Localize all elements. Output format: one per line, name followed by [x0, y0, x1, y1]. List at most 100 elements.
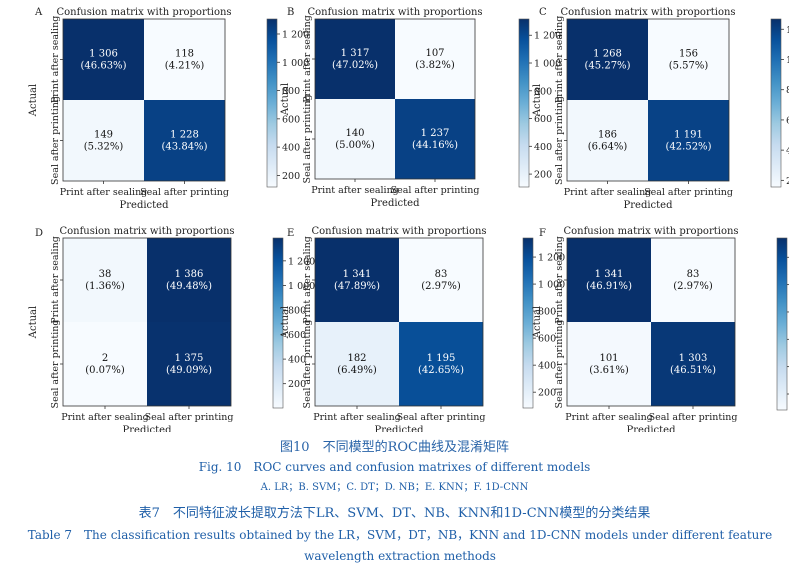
panel-label: D: [35, 228, 43, 239]
colorbar-tick-label: 1 000: [282, 58, 309, 69]
heatmap-cell: [315, 322, 399, 406]
y-axis-label: Actual: [28, 84, 39, 117]
chart-title: Confusion matrix with proportions: [307, 7, 482, 18]
colorbar: [776, 237, 788, 411]
panel-label: C: [539, 7, 547, 18]
table-caption-cn: 表7 不同特征波长提取方法下LR、SVM、DT、NB、KNN和1D-CNN模型的…: [138, 506, 651, 521]
cell-count: 186: [598, 130, 617, 141]
y-tick-label: Seal after printing: [50, 320, 61, 409]
colorbar-tick-label: 200: [282, 171, 300, 182]
cell-percentage: (1.36%): [85, 281, 125, 292]
chart-title: Confusion matrix with proportions: [560, 7, 735, 18]
colorbar: [272, 237, 284, 409]
colorbar: [770, 18, 782, 188]
plot-frame: [566, 18, 730, 182]
colorbar-tick-label: 800: [538, 307, 556, 318]
colorbar-tick-label: 200: [538, 388, 556, 399]
panel-label: F: [539, 228, 546, 239]
colorbar-tick-label: 1 200: [786, 25, 789, 36]
cell-percentage: (44.16%): [412, 140, 458, 151]
x-tick-label: Print after sealing: [313, 412, 401, 423]
x-tick-label: Seal after printing: [145, 412, 234, 423]
heatmap-cell: [315, 99, 395, 179]
heatmap-cell: [144, 19, 225, 100]
y-axis-label: Actual: [280, 83, 291, 116]
cell-count: 1 268: [593, 49, 622, 60]
heatmap-cell: [63, 19, 144, 100]
x-tick-label: Print after sealing: [311, 185, 399, 196]
y-tick-label: Print after sealing: [50, 236, 61, 324]
colorbar-tick-label: 600: [282, 114, 300, 125]
colorbar-tick-label: 600: [786, 115, 789, 126]
colorbar: [522, 237, 534, 409]
heatmap-cell: [651, 322, 735, 406]
colorbar-tick-label: 1 000: [786, 55, 789, 66]
table-caption-en: Table 7 The classification results obtai…: [27, 528, 773, 563]
heatmap-cell: [648, 100, 729, 181]
colorbar-tick-label: 200: [786, 176, 789, 187]
cell-percentage: (43.84%): [162, 142, 208, 153]
cell-count: 1 341: [343, 269, 372, 280]
cell-count: 156: [679, 49, 698, 60]
colorbar-tick-label: 800: [786, 85, 789, 96]
cell-percentage: (47.89%): [334, 281, 380, 292]
y-tick-label: Print after sealing: [50, 16, 61, 104]
colorbar-tick-label: 1 200: [288, 256, 315, 267]
cell-count: 118: [175, 49, 194, 60]
cell-count: 38: [99, 269, 112, 280]
y-axis-label: Actual: [532, 306, 543, 339]
x-tick-label: Seal after printing: [649, 412, 738, 423]
colorbar-tick-label: 1 200: [534, 31, 561, 42]
colorbar-tick-label: 200: [288, 379, 306, 390]
cell-count: 140: [345, 128, 364, 139]
colorbar-tick-label: 800: [288, 305, 306, 316]
y-tick-label: Seal after printing: [302, 320, 313, 409]
chart-title: Confusion matrix with proportions: [563, 226, 738, 237]
cell-percentage: (45.27%): [585, 61, 631, 72]
heatmap-cell: [63, 322, 147, 406]
x-tick-label: Print after sealing: [565, 412, 653, 423]
cell-percentage: (2.97%): [673, 281, 713, 292]
cell-percentage: (4.21%): [165, 61, 205, 72]
colorbar-tick-label: 400: [282, 143, 300, 154]
cell-count: 1 386: [175, 269, 204, 280]
colorbar-tick-label: 400: [288, 355, 306, 366]
x-tick-label: Seal after printing: [644, 187, 733, 198]
figure-caption-legend: A. LR；B. SVM；C. DT；D. NB；E. KNN；F. 1D-CN…: [260, 482, 529, 493]
cell-percentage: (3.82%): [415, 60, 455, 71]
cell-percentage: (46.63%): [81, 61, 127, 72]
colorbar-tick-label: 400: [538, 361, 556, 372]
y-tick-label: Print after sealing: [302, 15, 313, 103]
heatmap-cell: [399, 238, 483, 322]
colorbar-tick-label: 600: [534, 114, 552, 125]
cell-percentage: (3.61%): [589, 365, 629, 376]
cell-count: 83: [687, 269, 700, 280]
colorbar-tick-label: 600: [538, 334, 556, 345]
panel-label: A: [34, 7, 43, 18]
cell-count: 149: [94, 130, 113, 141]
colorbar-tick-label: 600: [288, 330, 306, 341]
colorbar-tick-label: 1 200: [282, 29, 309, 40]
y-tick-label: Seal after printing: [554, 96, 565, 185]
plot-frame: [62, 237, 232, 407]
y-tick-label: Seal after printing: [554, 320, 565, 409]
x-tick-label: Print after sealing: [61, 412, 149, 423]
colorbar-tick-label: 200: [534, 170, 552, 181]
heatmap-cell: [567, 100, 648, 181]
cell-count: 1 317: [341, 48, 370, 59]
x-tick-label: Seal after printing: [397, 412, 486, 423]
heatmap-cell: [147, 238, 231, 322]
figure-caption-cn: 图10 不同模型的ROC曲线及混淆矩阵: [280, 440, 509, 455]
cell-count: 1 375: [175, 353, 204, 364]
figure-caption-en: Fig. 10 ROC curves and confusion matrixe…: [198, 460, 591, 474]
colorbar-tick-label: 800: [534, 86, 552, 97]
y-tick-label: Seal after printing: [50, 96, 61, 185]
heatmap-cell: [567, 19, 648, 100]
plot-frame: [314, 18, 476, 180]
cell-percentage: (47.02%): [332, 60, 378, 71]
cell-percentage: (5.00%): [335, 140, 375, 151]
x-tick-label: Print after sealing: [564, 187, 652, 198]
panel-D: D Confusion matrix with proportions 38(1.3…: [28, 226, 315, 432]
